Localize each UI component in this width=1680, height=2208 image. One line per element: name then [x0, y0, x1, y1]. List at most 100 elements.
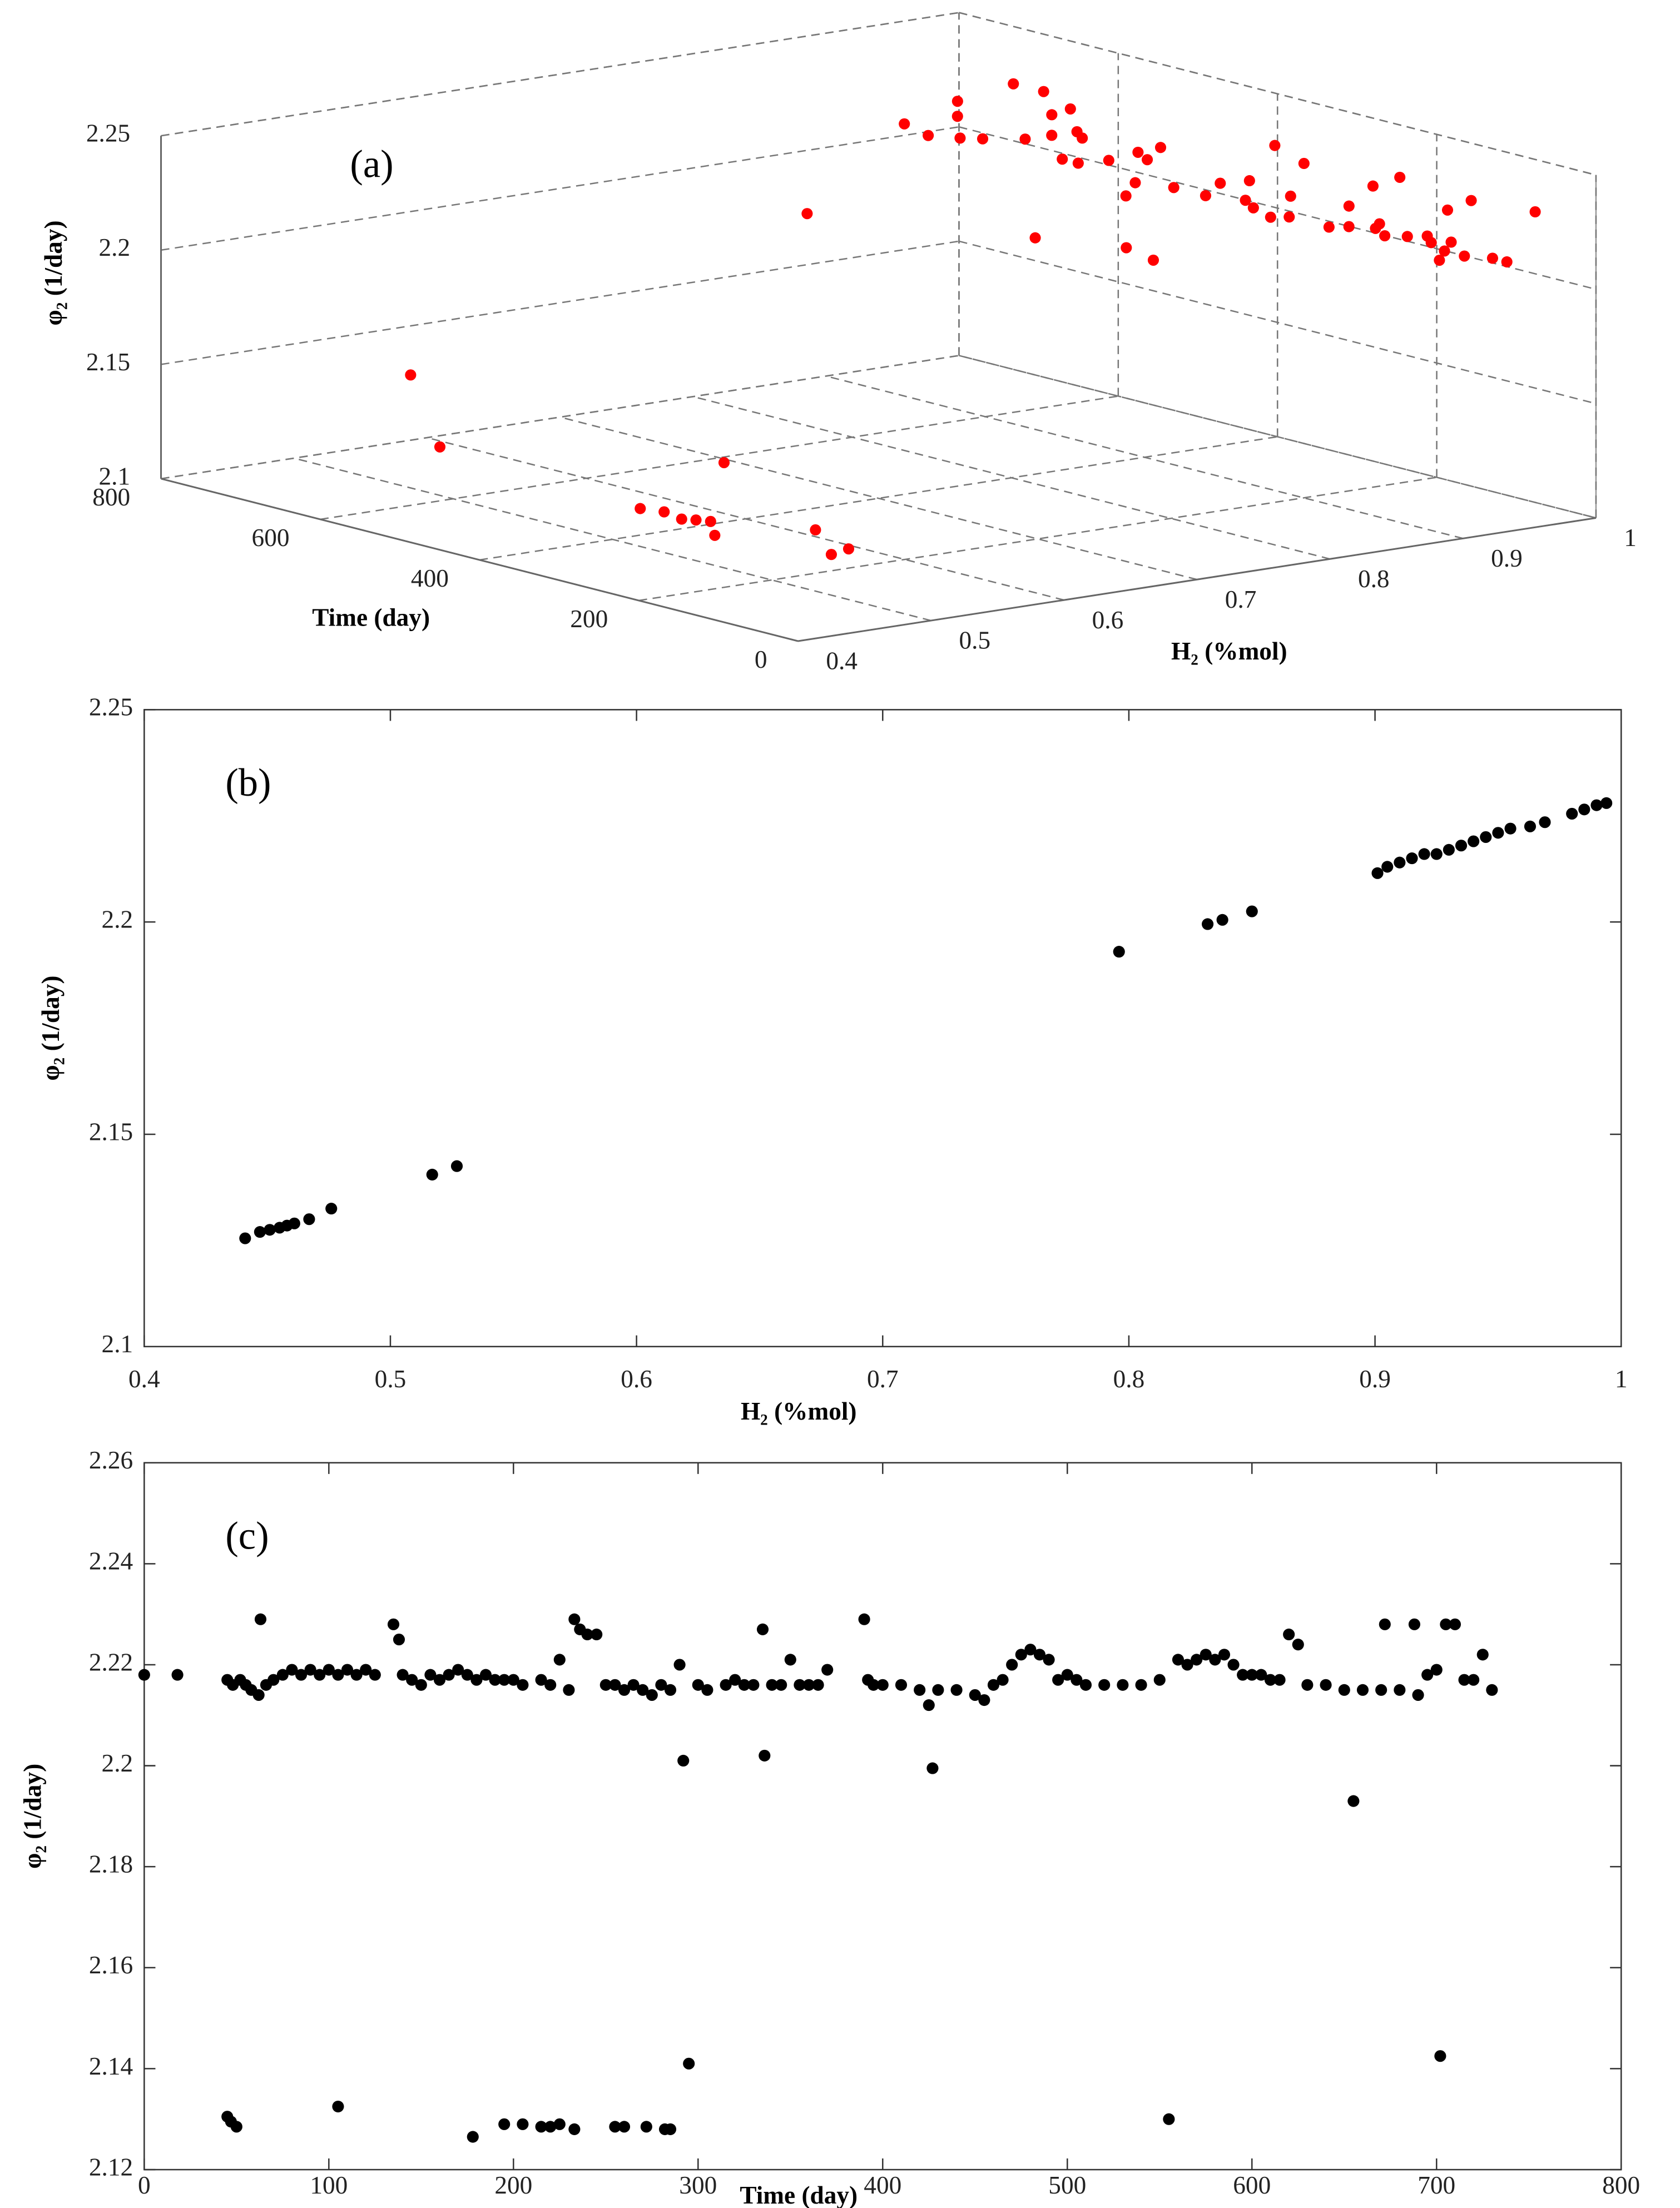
x-tick-label: 0.8 — [1358, 565, 1390, 593]
y-tick-label: 0 — [755, 646, 767, 673]
point — [1172, 1654, 1185, 1666]
y-tick-label: 2.14 — [89, 2052, 133, 2080]
point — [690, 514, 702, 526]
point — [759, 1749, 771, 1762]
point — [1135, 1679, 1147, 1691]
point — [1071, 126, 1083, 137]
point — [1504, 822, 1517, 835]
point — [498, 2118, 511, 2130]
point — [239, 1232, 251, 1244]
point — [1273, 1674, 1286, 1686]
point — [1430, 848, 1443, 860]
point — [563, 1684, 575, 1696]
point — [718, 457, 730, 469]
point — [1019, 133, 1031, 145]
point — [507, 1674, 519, 1686]
point — [1492, 827, 1504, 839]
point — [1283, 1628, 1295, 1641]
y-tick-label: 2.1 — [102, 1330, 133, 1358]
point — [1434, 2050, 1446, 2062]
point — [1347, 1795, 1360, 1807]
point — [406, 1674, 418, 1686]
point — [664, 1684, 677, 1696]
point — [254, 1226, 266, 1238]
point — [470, 1674, 483, 1686]
point — [729, 1674, 741, 1686]
point — [1394, 856, 1406, 869]
point — [676, 513, 687, 525]
point — [1374, 218, 1385, 230]
point — [923, 1699, 935, 1711]
x-tick-label: 1 — [1624, 524, 1637, 552]
point — [987, 1679, 1000, 1691]
point — [1367, 180, 1379, 192]
point — [517, 2118, 529, 2130]
y-tick-label: 2.2 — [102, 906, 133, 934]
x-tick-label: 400 — [864, 2171, 901, 2199]
point — [1246, 1669, 1258, 1681]
point — [397, 1669, 409, 1681]
point — [1008, 78, 1019, 90]
point — [517, 1679, 529, 1691]
point — [1216, 914, 1228, 926]
point — [899, 118, 910, 130]
point — [1038, 86, 1049, 97]
point — [1247, 202, 1259, 214]
z-axis-label: φ₂ (1/day) — [39, 220, 67, 325]
point — [369, 1669, 381, 1681]
annotation: (a) — [350, 142, 393, 186]
point — [969, 1689, 981, 1701]
x-tick-label: 600 — [1233, 2171, 1271, 2199]
point — [387, 1618, 400, 1630]
point — [1006, 1659, 1018, 1671]
grid-line — [161, 12, 959, 137]
point — [664, 2123, 677, 2135]
x-tick-label: 500 — [1048, 2171, 1086, 2199]
point — [1455, 840, 1468, 852]
point — [599, 1679, 612, 1691]
point — [658, 506, 670, 518]
point — [1227, 1659, 1240, 1671]
point — [553, 1654, 566, 1666]
point — [1501, 256, 1513, 268]
point — [138, 1669, 150, 1681]
point — [568, 2123, 581, 2135]
point — [1480, 831, 1492, 843]
point — [1237, 1669, 1249, 1681]
y-tick-label: 2.15 — [89, 1118, 133, 1145]
point — [288, 1217, 300, 1229]
point — [1024, 1644, 1037, 1656]
grid-line — [294, 457, 931, 622]
point — [1343, 221, 1355, 232]
point — [775, 1679, 787, 1691]
point — [1590, 799, 1603, 811]
grid-line — [161, 126, 959, 251]
y-tick-label: 2.24 — [89, 1547, 133, 1575]
point — [544, 2121, 557, 2133]
point — [1343, 200, 1355, 212]
point — [254, 1613, 267, 1625]
point — [1539, 816, 1551, 828]
point — [434, 441, 446, 453]
y-tick-label: 200 — [570, 605, 608, 633]
z-tick-label: 2.15 — [86, 348, 130, 376]
point — [951, 96, 963, 107]
point — [350, 1669, 363, 1681]
point — [1529, 206, 1541, 218]
x-tick-label: 0.4 — [826, 647, 858, 675]
point — [1163, 2113, 1175, 2125]
point — [1129, 177, 1141, 188]
point — [895, 1679, 908, 1691]
point — [1064, 103, 1076, 115]
point — [535, 2121, 547, 2133]
point — [1379, 1618, 1391, 1630]
point — [276, 1669, 289, 1681]
point — [1141, 154, 1153, 166]
point — [252, 1689, 265, 1701]
point — [568, 1613, 581, 1625]
point — [461, 1669, 473, 1681]
point — [766, 1679, 778, 1691]
point — [171, 1669, 184, 1681]
point — [1121, 242, 1132, 254]
